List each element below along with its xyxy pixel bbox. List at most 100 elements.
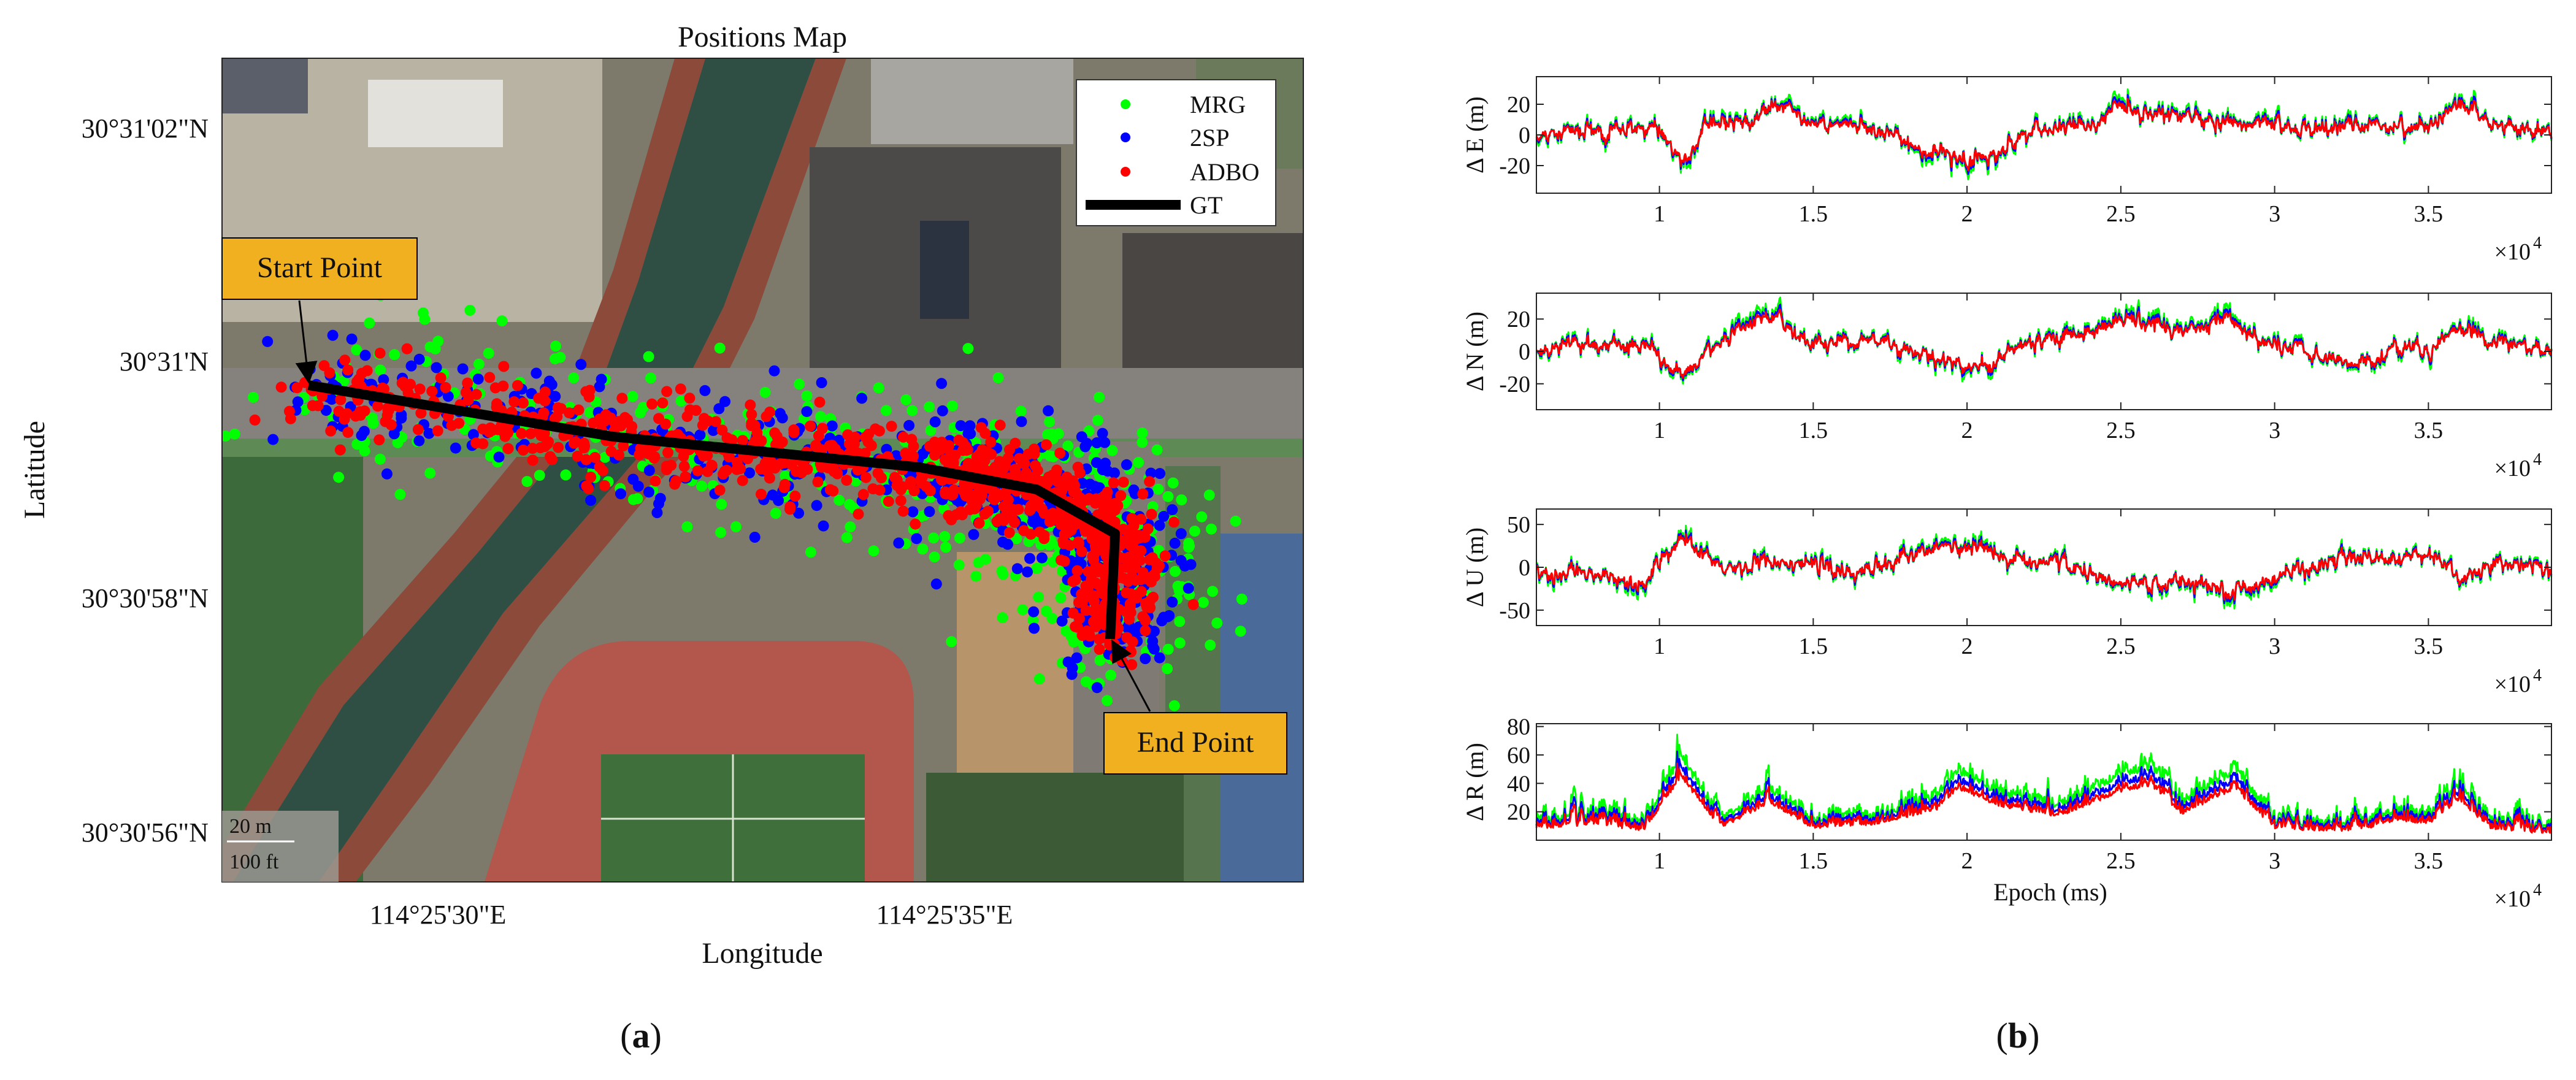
scatter-point-mrg bbox=[834, 494, 845, 506]
scatter-point-adbo bbox=[1127, 636, 1138, 648]
scatter-point-adbo bbox=[435, 372, 447, 384]
series-line-adbo bbox=[1536, 533, 2553, 601]
scatter-point-mrg bbox=[627, 494, 639, 505]
scatter-point-adbo bbox=[650, 475, 661, 487]
x-tick-label: 3.5 bbox=[2414, 201, 2444, 227]
scatter-point-mrg bbox=[1033, 673, 1045, 684]
scatter-point-adbo bbox=[973, 518, 985, 529]
end-point-label: End Point bbox=[1137, 726, 1254, 759]
scatter-point-mrg bbox=[907, 405, 918, 416]
scatter-point-adbo bbox=[813, 430, 824, 442]
scatter-point-adbo bbox=[1125, 646, 1137, 658]
x-multiplier-exponent: 4 bbox=[2533, 666, 2542, 685]
scatter-point-mrg bbox=[1068, 636, 1079, 648]
scatter-point-adbo bbox=[1038, 508, 1050, 519]
scatter-point-adbo bbox=[979, 508, 991, 520]
scatter-point-adbo bbox=[414, 383, 426, 395]
scatter-point-adbo bbox=[1081, 625, 1093, 637]
scatter-point-2sp bbox=[1024, 553, 1035, 564]
scatter-point-adbo bbox=[1002, 453, 1014, 464]
x-tick-label: 2.5 bbox=[2106, 201, 2136, 227]
scatter-point-mrg bbox=[643, 351, 654, 362]
scatter-point-adbo bbox=[570, 436, 581, 448]
legend-label-2sp: 2SP bbox=[1190, 124, 1230, 151]
scatter-point-mrg bbox=[996, 565, 1008, 577]
scatter-point-2sp bbox=[1097, 427, 1108, 439]
scatter-point-2sp bbox=[968, 529, 979, 540]
scatter-point-adbo bbox=[661, 386, 673, 397]
scatter-point-adbo bbox=[827, 445, 839, 456]
scatter-point-2sp bbox=[937, 405, 948, 416]
scatter-point-2sp bbox=[1148, 643, 1160, 655]
scatter-point-adbo bbox=[1043, 471, 1054, 483]
scatter-point-adbo bbox=[660, 418, 672, 430]
subplot-2: -20 0 20 1 1.5 2 2.5 3 3.5 ×10 4 Δ N (m) bbox=[1461, 293, 2553, 481]
scatter-point-adbo bbox=[731, 464, 743, 475]
scatter-point-adbo bbox=[1068, 480, 1080, 491]
subplot-y-label: Δ R (m) bbox=[1461, 743, 1489, 821]
scatter-point-mrg bbox=[1189, 526, 1200, 537]
scatter-point-2sp bbox=[543, 375, 555, 387]
scatter-point-adbo bbox=[1022, 448, 1034, 460]
scatter-point-adbo bbox=[374, 347, 386, 359]
scatter-point-adbo bbox=[622, 414, 633, 426]
scatter-point-2sp bbox=[801, 406, 813, 418]
scatter-point-adbo bbox=[1054, 447, 1066, 459]
scatter-point-adbo bbox=[453, 418, 465, 429]
scatter-point-adbo bbox=[883, 496, 894, 507]
scatter-point-adbo bbox=[572, 450, 583, 462]
scatter-point-2sp bbox=[1154, 652, 1165, 664]
scatter-point-2sp bbox=[615, 488, 626, 500]
scatter-point-adbo bbox=[895, 495, 907, 507]
scatter-point-adbo bbox=[616, 393, 628, 404]
scatter-point-adbo bbox=[291, 382, 303, 394]
scatter-point-mrg bbox=[979, 553, 991, 565]
scatter-point-adbo bbox=[1071, 565, 1083, 576]
scatter-point-adbo bbox=[841, 475, 853, 486]
scatter-point-mrg bbox=[716, 499, 727, 510]
scatter-point-adbo bbox=[940, 488, 951, 499]
scatter-point-adbo bbox=[512, 380, 523, 391]
scale-feet: 100 ft bbox=[229, 851, 279, 873]
scatter-point-adbo bbox=[1148, 591, 1159, 603]
scatter-point-adbo bbox=[527, 454, 539, 466]
series-line-mrg bbox=[1535, 733, 2553, 830]
scatter-point-adbo bbox=[805, 420, 816, 432]
scatter-point-2sp bbox=[493, 451, 505, 463]
scatter-point-mrg bbox=[970, 570, 982, 582]
scatter-point-2sp bbox=[1062, 656, 1074, 668]
map-scale-bar: 20 m 100 ft bbox=[222, 811, 339, 882]
scatter-point-adbo bbox=[594, 413, 605, 425]
scatter-point-adbo bbox=[1098, 505, 1110, 516]
x-tick-label: 1 bbox=[1654, 634, 1665, 659]
scatter-point-adbo bbox=[498, 361, 510, 372]
scatter-point-adbo bbox=[249, 414, 261, 426]
scatter-point-mrg bbox=[1094, 654, 1106, 666]
scatter-point-adbo bbox=[1087, 550, 1098, 562]
scatter-point-2sp bbox=[1097, 464, 1108, 475]
x-tick-label: 2 bbox=[1961, 634, 1973, 659]
scatter-point-2sp bbox=[346, 333, 358, 345]
scatter-point-2sp bbox=[1156, 615, 1168, 627]
scatter-point-mrg bbox=[550, 340, 562, 352]
scatter-point-adbo bbox=[991, 516, 1003, 527]
y-tick-label: 20 bbox=[1507, 307, 1530, 332]
scatter-point-adbo bbox=[979, 455, 991, 467]
scatter-point-adbo bbox=[897, 431, 909, 443]
scatter-point-adbo bbox=[605, 412, 616, 424]
start-point-callout: Start Point bbox=[221, 237, 418, 384]
scatter-point-mrg bbox=[962, 343, 974, 354]
scatter-point-adbo bbox=[762, 465, 773, 477]
scatter-point-adbo bbox=[992, 489, 1003, 500]
scatter-point-adbo bbox=[886, 421, 897, 432]
x-tick-label: 1 bbox=[1654, 201, 1665, 227]
legend-label-mrg: MRG bbox=[1190, 91, 1246, 118]
scatter-point-adbo bbox=[1146, 508, 1157, 520]
scatter-point-adbo bbox=[401, 343, 413, 354]
scatter-point-adbo bbox=[502, 443, 514, 454]
scatter-point-2sp bbox=[856, 393, 868, 404]
scatter-point-2sp bbox=[531, 367, 542, 379]
y-tick-label: -50 bbox=[1499, 598, 1530, 624]
scatter-point-mrg bbox=[394, 489, 406, 500]
scatter-point-mrg bbox=[333, 472, 345, 483]
